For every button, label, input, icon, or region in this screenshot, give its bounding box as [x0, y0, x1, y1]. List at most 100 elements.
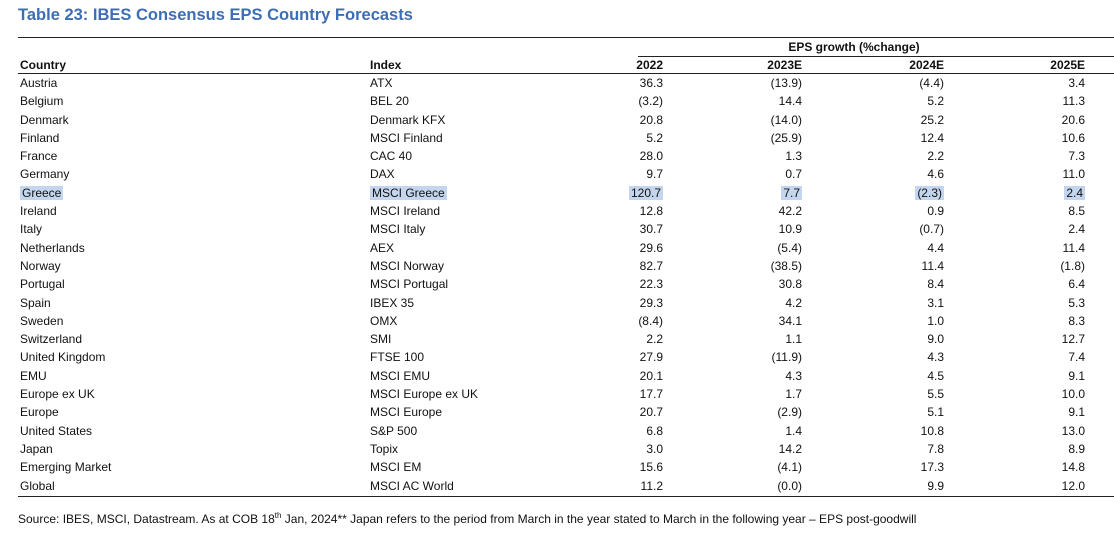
- cell-index-text: Denmark KFX: [370, 112, 446, 127]
- cell-2023e: (0.0): [663, 477, 802, 495]
- cell-index: MSCI Portugal: [369, 275, 550, 293]
- cell-2024e-text: 5.5: [927, 387, 944, 402]
- cell-country-text: Switzerland: [20, 332, 83, 347]
- column-header-2023e: 2023E: [767, 58, 802, 72]
- cell-country: EMU: [18, 367, 369, 385]
- table-row: Emerging Market MSCI EM 15.6 (4.1) 17.3 14.8: [18, 458, 1114, 476]
- cell-2022: 12.8: [550, 202, 663, 220]
- cell-2023e: 34.1: [663, 312, 802, 330]
- cell-2023e-text: 1.7: [785, 387, 802, 402]
- cell-country-text: France: [20, 149, 58, 164]
- cell-2023e: (11.9): [663, 348, 802, 366]
- cell-country: Greece: [18, 184, 369, 202]
- cell-country-text: Ireland: [20, 204, 57, 219]
- table-row: EMU MSCI EMU 20.1 4.3 4.5 9.1: [18, 367, 1114, 385]
- cell-index: MSCI Finland: [369, 129, 550, 147]
- cell-index: MSCI Norway: [369, 257, 550, 275]
- cell-2025e-text: 11.3: [1062, 94, 1085, 109]
- cell-2025e: 3.4: [944, 74, 1085, 92]
- cell-2024e-text: 4.5: [927, 368, 944, 383]
- table-row: Switzerland SMI 2.2 1.1 9.0 12.7: [18, 330, 1114, 348]
- cell-2024e-text: 5.1: [927, 405, 944, 420]
- cell-2023e: 10.9: [663, 220, 802, 238]
- cell-index-text: FTSE 100: [370, 350, 425, 365]
- cell-index-text: S&P 500: [370, 423, 418, 438]
- column-header-2022: 2022: [636, 58, 663, 72]
- cell-2024e-text: 5.2: [927, 94, 944, 109]
- cell-2025e: 14.8: [944, 458, 1085, 476]
- cell-2022: (8.4): [550, 312, 663, 330]
- cell-index: AEX: [369, 239, 550, 257]
- cell-country-text: Netherlands: [20, 240, 85, 255]
- cell-2024e-text: 17.3: [920, 460, 944, 475]
- cell-2022-text: 30.7: [639, 222, 663, 237]
- cell-2025e: 7.4: [944, 348, 1085, 366]
- cell-2022-text: 3.0: [646, 441, 663, 456]
- cell-2025e: 8.3: [944, 312, 1085, 330]
- cell-2025e: 20.6: [944, 111, 1085, 129]
- cell-2022: 20.7: [550, 403, 663, 421]
- cell-2023e: (14.0): [663, 111, 802, 129]
- cell-2022-text: 28.0: [639, 149, 663, 164]
- cell-country: Netherlands: [18, 239, 369, 257]
- cell-2022: 2.2: [550, 330, 663, 348]
- cell-2022-text: 29.6: [639, 240, 663, 255]
- cell-country-text: Germany: [20, 167, 70, 182]
- table-row: France CAC 40 28.0 1.3 2.2 7.3: [18, 147, 1114, 165]
- table-row: Ireland MSCI Ireland 12.8 42.2 0.9 8.5: [18, 202, 1114, 220]
- cell-2022: 15.6: [550, 458, 663, 476]
- cell-index: CAC 40: [369, 147, 550, 165]
- cell-2024e-text: (4.4): [919, 76, 944, 90]
- cell-2025e-text: 7.3: [1068, 149, 1085, 164]
- cell-country: Spain: [18, 294, 369, 312]
- cell-2024e-text: 10.8: [920, 423, 944, 438]
- cell-country: Europe: [18, 403, 369, 421]
- cell-index-text: MSCI Europe ex UK: [370, 387, 479, 402]
- cell-country: Sweden: [18, 312, 369, 330]
- cell-index-text: AEX: [370, 240, 395, 255]
- cell-index: MSCI Europe: [369, 403, 550, 421]
- cell-2023e-text: (5.4): [777, 240, 802, 255]
- cell-index: MSCI EM: [369, 458, 550, 476]
- cell-2022: 27.9: [550, 348, 663, 366]
- cell-country: Germany: [18, 165, 369, 183]
- cell-2025e: 5.3: [944, 294, 1085, 312]
- cell-2024e-text: 11.4: [921, 258, 944, 273]
- cell-2025e: 2.4: [944, 220, 1085, 238]
- cell-2024e: 17.3: [802, 458, 944, 476]
- eps-growth-group-label: EPS growth (%change): [788, 40, 920, 54]
- cell-2025e: 12.7: [944, 330, 1085, 348]
- cell-2024e: 2.2: [802, 147, 944, 165]
- cell-2025e-text: 7.4: [1068, 350, 1085, 365]
- cell-2024e: 10.8: [802, 422, 944, 440]
- cell-2024e-text: 2.2: [927, 149, 944, 164]
- table-row: Norway MSCI Norway 82.7 (38.5) 11.4 (1.8): [18, 257, 1114, 275]
- cell-2024e: 9.0: [802, 330, 944, 348]
- cell-2023e-text: 7.7: [781, 185, 802, 200]
- cell-country-text: Europe: [20, 405, 59, 420]
- column-header-country: Country: [20, 58, 66, 72]
- cell-2022-text: 12.8: [639, 204, 663, 219]
- cell-2024e: (4.4): [802, 74, 944, 92]
- table-row: Finland MSCI Finland 5.2 (25.9) 12.4 10.6: [18, 129, 1114, 147]
- table-row: Portugal MSCI Portugal 22.3 30.8 8.4 6.4: [18, 275, 1114, 293]
- cell-2025e-text: 2.4: [1064, 185, 1085, 200]
- cell-index: OMX: [369, 312, 550, 330]
- cell-2024e-text: 9.9: [927, 478, 944, 493]
- cell-2022: 20.1: [550, 367, 663, 385]
- table-top-rule: [18, 37, 1114, 38]
- table-row: Denmark Denmark KFX 20.8 (14.0) 25.2 20.6: [18, 111, 1114, 129]
- cell-2023e: (13.9): [663, 74, 802, 92]
- cell-2022-text: 82.7: [639, 258, 663, 273]
- cell-2024e: 5.1: [802, 403, 944, 421]
- cell-2025e-text: 13.0: [1061, 423, 1085, 438]
- cell-country-text: Global: [20, 478, 55, 493]
- cell-2023e: 30.8: [663, 275, 802, 293]
- cell-country-text: Denmark: [20, 112, 69, 127]
- cell-country-text: United States: [20, 423, 93, 438]
- cell-country-text: Portugal: [20, 277, 65, 292]
- cell-2025e-text: 8.3: [1068, 313, 1085, 328]
- cell-2023e-text: 1.3: [785, 149, 802, 164]
- table-row: United Kingdom FTSE 100 27.9 (11.9) 4.3 7.4: [18, 348, 1114, 366]
- table-bottom-rule: [18, 495, 1114, 497]
